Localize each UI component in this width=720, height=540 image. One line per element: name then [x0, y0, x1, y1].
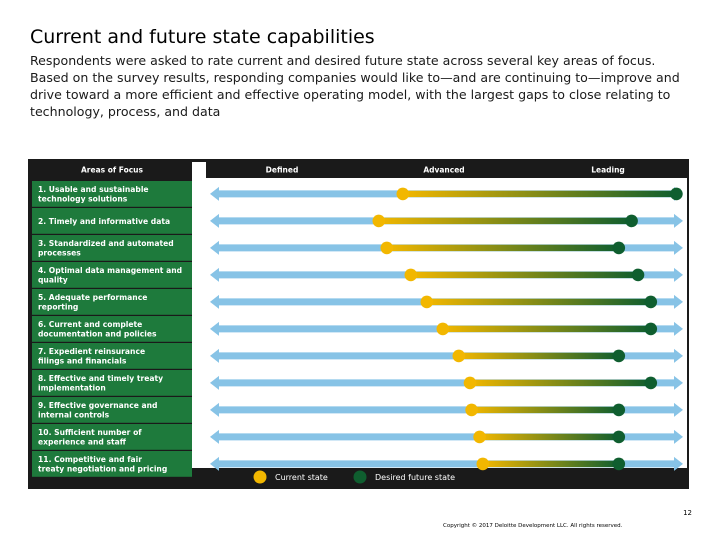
gap-bar: [442, 325, 651, 333]
copyright-notice: Copyright © 2017 Deloitte Development LL…: [443, 523, 623, 529]
gap-bar: [470, 379, 651, 387]
category-label: implementation: [38, 384, 106, 393]
gap-bar: [410, 271, 638, 279]
category-label: 11. Competitive and fair: [38, 455, 142, 464]
gap-bar: [482, 460, 619, 468]
category-label: 9. Effective governance and: [38, 401, 157, 410]
legend-desired-label: Desired future state: [375, 473, 455, 482]
legend-current-label: Current state: [275, 473, 328, 482]
category-cell: [32, 370, 192, 396]
category-label: 2. Timely and informative data: [38, 217, 170, 226]
category-label: 4. Optimal data management and: [38, 266, 182, 275]
desired-state-point: [644, 295, 658, 309]
category-cell: [32, 424, 192, 450]
gap-bar: [458, 352, 619, 360]
current-state-point: [396, 187, 410, 201]
category-label: 8. Effective and timely treaty: [38, 374, 163, 383]
category-cell: [32, 316, 192, 342]
desired-state-point: [631, 268, 645, 282]
current-state-point: [380, 241, 394, 255]
category-label: 10. Sufficient number of: [38, 428, 142, 437]
column-separator: [192, 162, 206, 468]
track-arrow: [210, 375, 683, 390]
page-number: 12: [683, 509, 692, 517]
gap-bar: [378, 217, 632, 225]
desired-state-point: [670, 187, 683, 201]
desired-state-point: [625, 214, 638, 228]
category-cell: [32, 343, 192, 369]
column-header-defined: Defined: [266, 166, 299, 175]
current-state-point: [452, 349, 466, 363]
track-arrow: [210, 456, 683, 471]
category-label: internal controls: [38, 411, 110, 420]
desired-state-point: [612, 403, 626, 417]
desired-state-point: [644, 376, 658, 390]
track-arrow: [210, 402, 683, 417]
gap-bar: [479, 433, 619, 441]
slide-description: Respondents were asked to rate current a…: [30, 53, 680, 119]
column-header-advanced: Advanced: [423, 166, 464, 175]
category-label: reporting: [38, 303, 78, 312]
current-state-point: [420, 295, 434, 309]
track-arrow: [210, 429, 683, 444]
desired-state-point: [612, 430, 626, 444]
current-state-point: [463, 376, 477, 390]
category-label: technology solutions: [38, 195, 128, 204]
category-cell: [32, 397, 192, 423]
plot-area: [206, 178, 687, 468]
column-header-leading: Leading: [591, 166, 625, 175]
current-state-point: [404, 268, 418, 282]
capabilities-chart: Areas of Focus Defined Advanced Leading 1. U…: [28, 159, 689, 489]
capabilities-chart-svg: Areas of Focus Defined Advanced Leading 1. U…: [32, 162, 687, 484]
current-state-point: [465, 403, 478, 417]
legend-current-swatch: [253, 470, 267, 484]
slide-title: Current and future state capabilities: [30, 26, 375, 48]
category-cell: [32, 451, 192, 477]
category-cell: [32, 262, 192, 288]
desired-state-point: [612, 349, 626, 363]
gap-bar: [471, 406, 619, 414]
header-areas-of-focus-cell: [32, 162, 192, 177]
category-cell: [32, 208, 192, 234]
category-label: treaty negotiation and pricing: [38, 465, 167, 474]
category-label: 3. Standardized and automated: [38, 239, 174, 248]
category-label: filings and financials: [38, 357, 127, 366]
category-cell: [32, 181, 192, 207]
gap-bar: [402, 190, 677, 198]
category-label: 5. Adequate performance: [38, 293, 147, 302]
current-state-point: [436, 322, 450, 336]
category-label: 6. Current and complete: [38, 320, 142, 329]
gap-bar: [386, 244, 619, 252]
track-arrow: [210, 348, 683, 363]
column-header-areas-of-focus: Areas of Focus: [81, 166, 144, 175]
category-label: documentation and policies: [38, 330, 157, 339]
category-label: experience and staff: [38, 438, 127, 447]
category-cell: [32, 289, 192, 315]
desired-state-point: [612, 457, 626, 471]
category-cell: [32, 235, 192, 261]
category-label: processes: [38, 249, 81, 258]
legend-desired-swatch: [353, 470, 367, 484]
current-state-point: [476, 457, 490, 471]
desired-state-point: [612, 241, 626, 255]
category-label: 7. Expedient reinsurance: [38, 347, 145, 356]
category-label: quality: [38, 276, 68, 285]
category-label: 1. Usable and sustainable: [38, 185, 149, 194]
gap-bar: [426, 298, 651, 306]
current-state-point: [372, 214, 386, 228]
current-state-point: [473, 430, 486, 444]
desired-state-point: [644, 322, 658, 336]
